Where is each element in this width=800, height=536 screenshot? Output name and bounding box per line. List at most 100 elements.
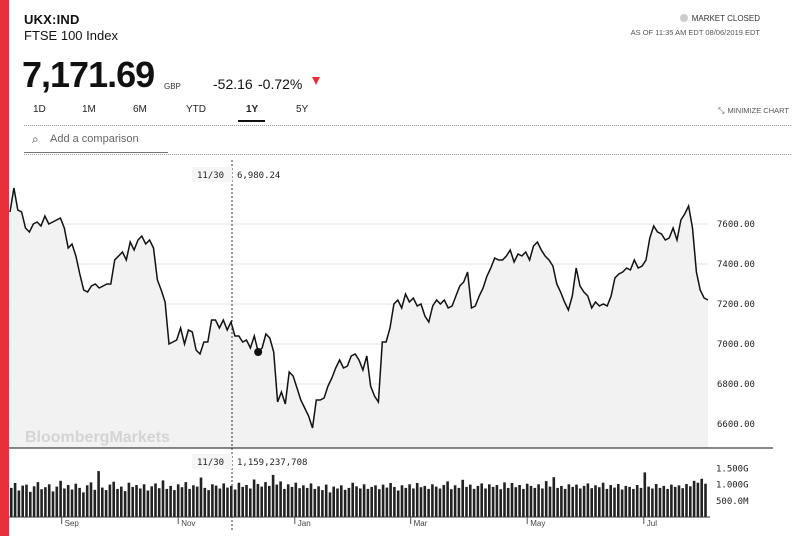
- volume-bar: [127, 482, 131, 517]
- volume-bar: [131, 486, 134, 517]
- volume-bar: [82, 492, 85, 517]
- volume-bar: [108, 484, 112, 517]
- volume-bar: [324, 484, 328, 517]
- volume-bar: [423, 485, 427, 517]
- volume-bar: [582, 485, 586, 517]
- volume-bar: [469, 484, 472, 517]
- volume-bar: [563, 488, 567, 517]
- volume-tick-label: 500.0M: [716, 497, 749, 507]
- volume-bar: [522, 488, 525, 517]
- volume-bar: [161, 480, 165, 517]
- tab-6m[interactable]: 6M: [133, 104, 147, 115]
- volume-bar: [268, 485, 271, 517]
- volume-bar: [241, 486, 244, 517]
- volume-bar: [609, 485, 612, 517]
- volume-bar: [97, 471, 100, 517]
- volume-bar: [620, 489, 624, 517]
- tab-1y[interactable]: 1Y: [246, 104, 259, 115]
- volume-bar: [25, 484, 28, 517]
- volume-bar: [286, 484, 290, 517]
- volume-bar: [59, 480, 62, 517]
- volume-bar: [385, 487, 389, 517]
- volume-tick-label: 1.000G: [716, 481, 749, 491]
- down-arrow-icon: [312, 77, 320, 85]
- volume-bar: [537, 484, 540, 517]
- volume-bar: [472, 488, 476, 517]
- month-label: May: [530, 519, 545, 528]
- volume-bar: [256, 484, 260, 517]
- volume-bar: [586, 483, 590, 517]
- volume-bar: [222, 483, 225, 517]
- volume-bar: [544, 481, 548, 517]
- volume-bar: [579, 488, 582, 517]
- volume-bar: [32, 486, 36, 517]
- volume-bar: [541, 488, 544, 517]
- volume-bar: [157, 488, 161, 517]
- volume-bar: [347, 487, 351, 517]
- volume-bar: [359, 488, 362, 517]
- month-label: Sep: [65, 519, 80, 528]
- tooltip-volume-date: 11/30: [197, 458, 224, 468]
- volume-bar: [214, 485, 218, 517]
- volume-bar: [188, 488, 191, 517]
- volume-bar: [617, 484, 620, 517]
- crosshair-point: [254, 348, 263, 356]
- volume-bar: [279, 481, 282, 517]
- volume-bar: [438, 488, 442, 517]
- volume-bar: [450, 489, 453, 517]
- volume-bar: [51, 491, 55, 517]
- volume-bar: [192, 485, 195, 517]
- month-label: Nov: [181, 519, 195, 528]
- volume-bar: [685, 484, 688, 517]
- tooltip-vol-date-box: [192, 454, 232, 469]
- tab-1m[interactable]: 1M: [82, 104, 96, 115]
- volume-bar: [446, 481, 449, 517]
- volume-bar: [654, 484, 658, 517]
- tab-1d[interactable]: 1D: [33, 104, 46, 115]
- volume-bar: [332, 486, 335, 517]
- volume-bar: [321, 490, 324, 517]
- price-axis-labels: 6600.00 6800.00 7000.00 7200.00 7400.00 7600.…: [717, 220, 755, 430]
- volume-bar: [571, 486, 574, 517]
- comparison-box: ⌕: [24, 130, 170, 153]
- tooltip-date-box: [192, 167, 232, 182]
- volume-bar: [195, 486, 199, 517]
- volume-bar: [639, 487, 643, 517]
- volume-bar: [199, 477, 203, 517]
- volume-bar: [85, 485, 89, 517]
- volume-bar: [135, 485, 138, 517]
- volume-bar: [673, 486, 677, 517]
- volume-bar: [533, 487, 537, 517]
- volume-bar: [415, 483, 419, 517]
- price-change-percent: -0.72%: [258, 76, 303, 92]
- time-axis-labels: Sep Nov Jan Mar May Jul: [61, 517, 657, 528]
- price-line: [9, 187, 709, 429]
- volume-bar: [29, 491, 32, 517]
- volume-bar: [173, 490, 176, 517]
- volume-bar: [366, 488, 370, 517]
- volume-bar: [514, 487, 518, 517]
- volume-bar: [203, 487, 207, 517]
- volume-bar: [503, 482, 506, 517]
- volume-bars: [10, 471, 707, 517]
- volume-axis-labels: 500.0M 1.000G 1.500G: [716, 464, 749, 506]
- tab-ytd[interactable]: YTD: [186, 104, 206, 115]
- tab-5y[interactable]: 5Y: [296, 104, 309, 115]
- comparison-input[interactable]: [48, 132, 170, 146]
- minimize-chart-button[interactable]: ⤡ MINIMIZE CHART: [718, 106, 789, 116]
- volume-bar: [89, 482, 93, 517]
- volume-bar: [47, 484, 51, 517]
- volume-bar: [13, 483, 17, 517]
- volume-bar: [123, 491, 127, 517]
- volume-bar: [613, 487, 616, 517]
- volume-bar: [252, 479, 256, 517]
- volume-bar: [506, 487, 510, 517]
- volume-bar: [624, 485, 628, 517]
- volume-bar: [431, 484, 434, 517]
- volume-bar: [598, 487, 601, 517]
- index-name: FTSE 100 Index: [24, 28, 118, 43]
- volume-bar: [66, 485, 70, 517]
- volume-bar: [154, 483, 157, 517]
- volume-bar: [670, 484, 673, 517]
